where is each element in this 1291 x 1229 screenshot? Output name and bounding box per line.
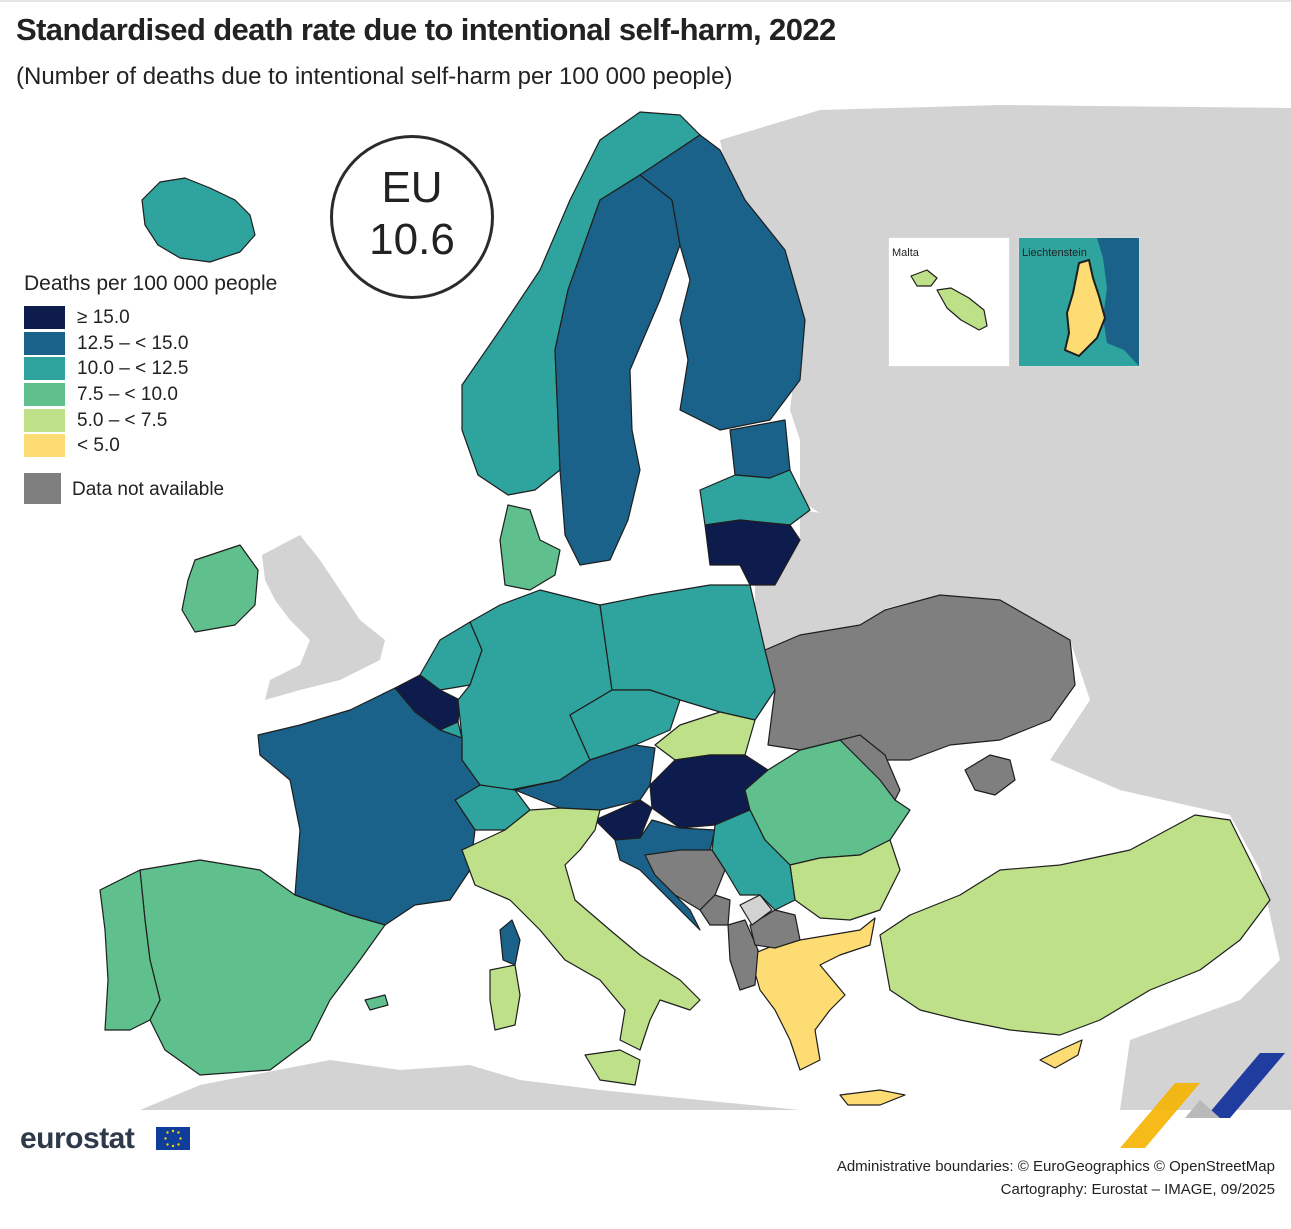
legend-item-not-available: Data not available: [24, 473, 277, 505]
region-sweden: [554, 174, 681, 566]
eu-badge-value: 10.6: [369, 215, 455, 264]
legend-label-not-available: Data not available: [72, 479, 225, 501]
region-ireland: [181, 544, 259, 633]
region-bulgaria: [789, 839, 901, 921]
europe-map: [99, 105, 1291, 1110]
region-italy: [461, 807, 701, 1051]
region-ukraine: [764, 594, 1076, 761]
region-estonia: [729, 419, 791, 479]
legend-label: < 5.0: [77, 435, 120, 457]
legend-item: < 5.0: [24, 433, 277, 459]
region-iceland: [141, 177, 256, 263]
region-albania: [727, 919, 759, 991]
legend-label: ≥ 15.0: [77, 307, 130, 328]
region-malta-gozo: [910, 269, 938, 287]
legend-label: 12.5 – < 15.0: [77, 332, 189, 354]
malta-shape: [910, 269, 988, 331]
legend-item: 7.5 – < 10.0: [24, 382, 277, 408]
map-subtitle: (Number of deaths due to intentional sel…: [16, 63, 733, 90]
legend-swatch-not-available: [24, 473, 61, 505]
region-turkiye: [879, 814, 1271, 1036]
uk-land: [262, 535, 385, 700]
map-legend: Deaths per 100 000 people ≥ 15.0 12.5 – …: [24, 272, 277, 505]
inset-liechtenstein-label: Liechtenstein: [1022, 247, 1087, 259]
map-title: Standardised death rate due to intention…: [16, 12, 836, 47]
region-montenegro: [699, 894, 731, 926]
region-lithuania: [704, 519, 801, 586]
credit-boundaries: Administrative boundaries: © EuroGeograp…: [836, 1158, 1275, 1175]
region-liechtenstein: [1063, 258, 1107, 358]
region-moldova: [839, 734, 901, 801]
inset-liechtenstein: Liechtenstein: [1018, 237, 1140, 367]
region-crete: [839, 1089, 906, 1106]
region-france: [257, 687, 481, 926]
legend-item: 12.5 – < 15.0: [24, 331, 277, 357]
legend-swatch: [24, 331, 65, 355]
region-slovenia: [594, 799, 653, 841]
eurostat-logo: eurostat: [20, 1122, 135, 1155]
region-germany: [457, 589, 613, 791]
russia-east-land: [720, 105, 1291, 1110]
corner-ribbon-decoration: [1120, 1053, 1285, 1148]
country-regions: [99, 111, 1271, 1106]
legend-swatch: [24, 408, 65, 432]
legend-label: 10.0 – < 12.5: [77, 358, 189, 380]
region-latvia: [699, 469, 811, 526]
eu-flag-icon: [156, 1127, 190, 1150]
inset-malta: Malta: [888, 237, 1010, 367]
legend-swatch: [24, 357, 65, 381]
north-africa-land: [140, 1060, 800, 1110]
legend-label: 5.0 – < 7.5: [77, 409, 168, 431]
belarus-land: [755, 510, 885, 650]
eu-badge-label: EU: [381, 163, 443, 212]
region-greece: [749, 917, 876, 1071]
eu-average-badge: EU 10.6: [330, 135, 494, 299]
region-crimea: [964, 754, 1016, 796]
region-portugal: [99, 869, 161, 1031]
top-rule: [0, 0, 1291, 2]
inset-malta-label: Malta: [892, 247, 919, 259]
region-corsica: [499, 919, 521, 966]
region-kosovo: [739, 894, 773, 926]
region-malta-main: [936, 287, 988, 331]
credit-cartography: Cartography: Eurostat – IMAGE, 09/2025: [1000, 1181, 1275, 1198]
liechtenstein-shape: [1063, 238, 1139, 366]
austria-neighbour: [1097, 238, 1139, 366]
region-north-macedonia: [749, 909, 801, 949]
legend-item: 10.0 – < 12.5: [24, 356, 277, 382]
region-finland: [639, 134, 806, 431]
legend-swatch: [24, 383, 65, 407]
region-denmark: [499, 504, 561, 591]
region-sicily: [584, 1049, 641, 1086]
legend-title: Deaths per 100 000 people: [24, 272, 278, 295]
region-cyprus: [1039, 1039, 1083, 1069]
legend-swatch: [24, 434, 65, 458]
region-balearics: [364, 994, 389, 1011]
legend-item: ≥ 15.0: [24, 305, 277, 331]
legend-item: 5.0 – < 7.5: [24, 408, 277, 434]
legend-label: 7.5 – < 10.0: [77, 384, 178, 406]
region-sardinia: [489, 964, 521, 1031]
non-reporting-land: [140, 105, 1291, 1110]
legend-swatch: [24, 306, 65, 329]
